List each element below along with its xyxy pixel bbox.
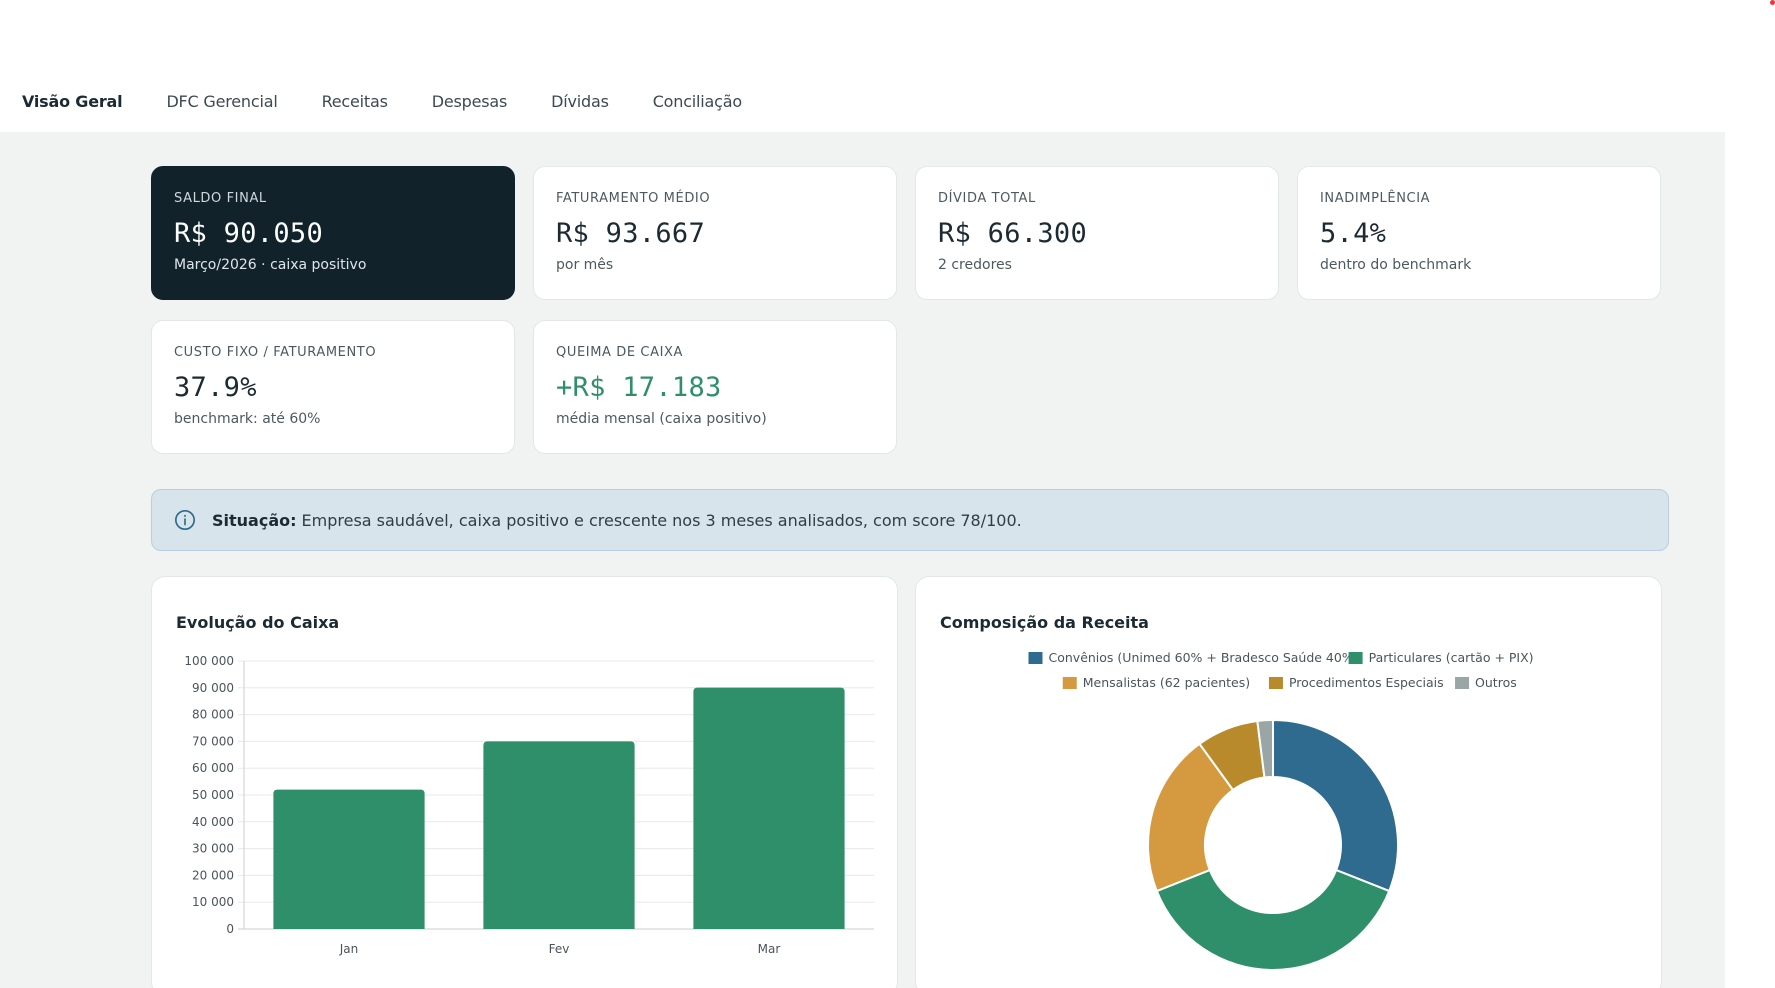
kpi-value: 37.9% [174,372,257,403]
y-tick-label: 20 000 [192,868,234,882]
legend-swatch [1268,677,1283,689]
kpi-subtitle: Março/2026 · caixa positivo [174,257,367,273]
legend-item[interactable]: Procedimentos Especiais [1268,675,1444,690]
donut-chart: Convênios (Unimed 60% + Bradesco Saúde 4… [1028,650,1534,971]
kpi-label: Faturamento Médio [556,191,711,206]
alert-text: Empresa saudável, caixa positivo e cresc… [301,510,1022,530]
x-tick-label: Jan [339,942,359,956]
donut-slice[interactable] [1272,718,1399,893]
legend-swatch [1455,677,1470,689]
kpi-faturamento-medio: Faturamento Médio R$ 93.667 por mês [533,166,897,300]
info-icon [175,510,195,530]
legend-label: Outros [1475,675,1517,690]
legend-label: Mensalistas (62 pacientes) [1083,675,1250,690]
tab-receitas[interactable]: Receitas [321,92,388,111]
y-tick-label: 80 000 [192,708,234,722]
kpi-inadimplencia: Inadimplência 5.4% dentro do benchmark [1297,166,1661,300]
tab-dividas[interactable]: Dívidas [551,92,609,111]
kpi-divida-total: Dívida Total R$ 66.300 2 credores [915,166,1279,300]
y-tick-label: 10 000 [192,895,234,909]
legend-label: Procedimentos Especiais [1289,675,1444,690]
kpi-subtitle: por mês [556,257,614,273]
y-tick-label: 30 000 [192,842,234,856]
kpi-label: Queima de Caixa [556,345,683,360]
alert-title: Situação: [212,510,297,530]
legend-item[interactable]: Mensalistas (62 pacientes) [1062,675,1250,690]
y-tick-label: 40 000 [192,815,234,829]
kpi-custo-fixo: Custo Fixo / Faturamento 37.9% benchmark… [151,320,515,454]
chart-card-composicao-receita: Composição da Receita Convênios (Unimed … [915,576,1662,988]
kpi-queima-caixa: Queima de Caixa +R$ 17.183 média mensal … [533,320,897,454]
tab-conciliacao[interactable]: Conciliação [652,92,742,111]
legend-label: Convênios (Unimed 60% + Bradesco Saúde 4… [1049,650,1359,665]
y-tick-label: 70 000 [192,734,234,748]
y-tick-label: 100 000 [184,654,234,668]
bar-fev[interactable] [483,741,635,929]
kpi-label: Dívida Total [938,191,1036,206]
kpi-value: R$ 93.667 [556,218,705,249]
kpi-subtitle: 2 credores [938,257,1012,273]
tab-dfc-gerencial[interactable]: DFC Gerencial [166,92,278,111]
legend-item[interactable]: Outros [1455,675,1517,690]
dashboard-content: Saldo Final R$ 90.050 Março/2026 · caixa… [0,132,1725,988]
kpi-subtitle: benchmark: até 60% [174,411,321,427]
x-tick-label: Fev [549,942,570,956]
notification-dot [1770,0,1775,5]
kpi-value: 5.4% [1320,218,1387,249]
kpi-value: R$ 66.300 [938,218,1087,249]
legend-swatch [1348,652,1363,664]
legend-item[interactable]: Particulares (cartão + PIX) [1348,650,1534,665]
y-tick-label: 60 000 [192,761,234,775]
kpi-label: Saldo Final [174,191,267,206]
kpi-saldo-final: Saldo Final R$ 90.050 Março/2026 · caixa… [151,166,515,300]
kpi-value: R$ 90.050 [174,218,323,249]
chart-title: Composição da Receita [940,613,1149,632]
kpi-value: +R$ 17.183 [556,372,722,403]
kpi-label: Inadimplência [1320,191,1431,206]
y-tick-label: 0 [226,922,234,936]
x-tick-label: Mar [758,942,781,956]
bar-mar[interactable] [693,687,845,929]
bar-jan[interactable] [273,789,425,929]
tab-despesas[interactable]: Despesas [431,92,508,111]
legend-swatch [1028,652,1043,664]
kpi-subtitle: média mensal (caixa positivo) [556,411,767,427]
chart-title: Evolução do Caixa [176,613,340,632]
kpi-subtitle: dentro do benchmark [1320,257,1472,273]
tab-visao-geral[interactable]: Visão Geral [0,82,145,141]
donut-slice[interactable] [1155,868,1391,971]
bar-chart: 0 10 000 20 000 30 000 40 000 50 000 60 000 70 … [184,654,874,956]
chart-card-evolucao-caixa: Evolução do Caixa 0 10 000 20 000 30 000 40 … [151,576,898,988]
legend-label: Particulares (cartão + PIX) [1369,650,1534,665]
y-tick-label: 90 000 [192,681,234,695]
legend-swatch [1062,677,1077,689]
status-alert: Situação: Empresa saudável, caixa positi… [151,489,1669,551]
kpi-label: Custo Fixo / Faturamento [174,345,377,360]
legend-item[interactable]: Convênios (Unimed 60% + Bradesco Saúde 4… [1028,650,1359,665]
donut-slice[interactable] [1256,718,1274,779]
tab-bar: Visão Geral DFC Gerencial Receitas Despe… [0,82,764,141]
y-tick-label: 50 000 [192,788,234,802]
